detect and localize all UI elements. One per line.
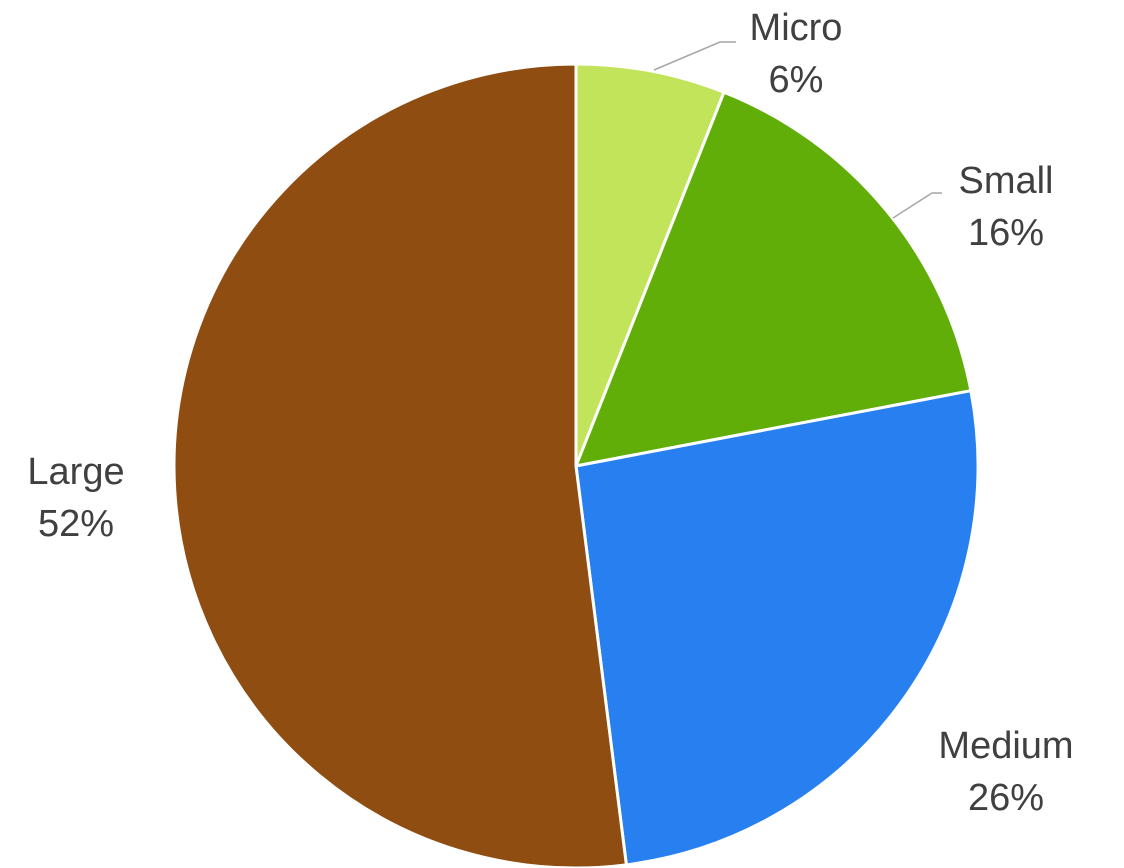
pie-slice-medium <box>574 389 980 867</box>
pie-slice-micro <box>574 62 726 468</box>
slice-category-label: Large <box>27 451 124 493</box>
slice-percent-label: 26% <box>968 777 1044 819</box>
leader-lines <box>653 41 942 219</box>
pie-slices <box>172 62 980 868</box>
slice-label-medium: Medium 26% <box>938 725 1073 819</box>
slice-category-label: Medium <box>938 725 1073 767</box>
slice-label-large: Large 52% <box>27 451 124 545</box>
slice-percent-label: 6% <box>769 59 824 101</box>
slice-label-small: Small 16% <box>958 160 1053 254</box>
slice-category-label: Small <box>958 160 1053 202</box>
leader-line-micro <box>653 41 736 71</box>
pie-slice-small <box>574 90 973 468</box>
slice-label-micro: Micro 6% <box>750 7 843 101</box>
leader-line-small <box>892 192 942 219</box>
slice-percent-label: 16% <box>968 212 1044 254</box>
pie-slice-large <box>172 62 628 868</box>
slice-labels: Micro 6% Small 16% Medium 26% Large 52% <box>27 7 1073 819</box>
slice-category-label: Micro <box>750 7 843 49</box>
slice-percent-label: 52% <box>38 503 114 545</box>
